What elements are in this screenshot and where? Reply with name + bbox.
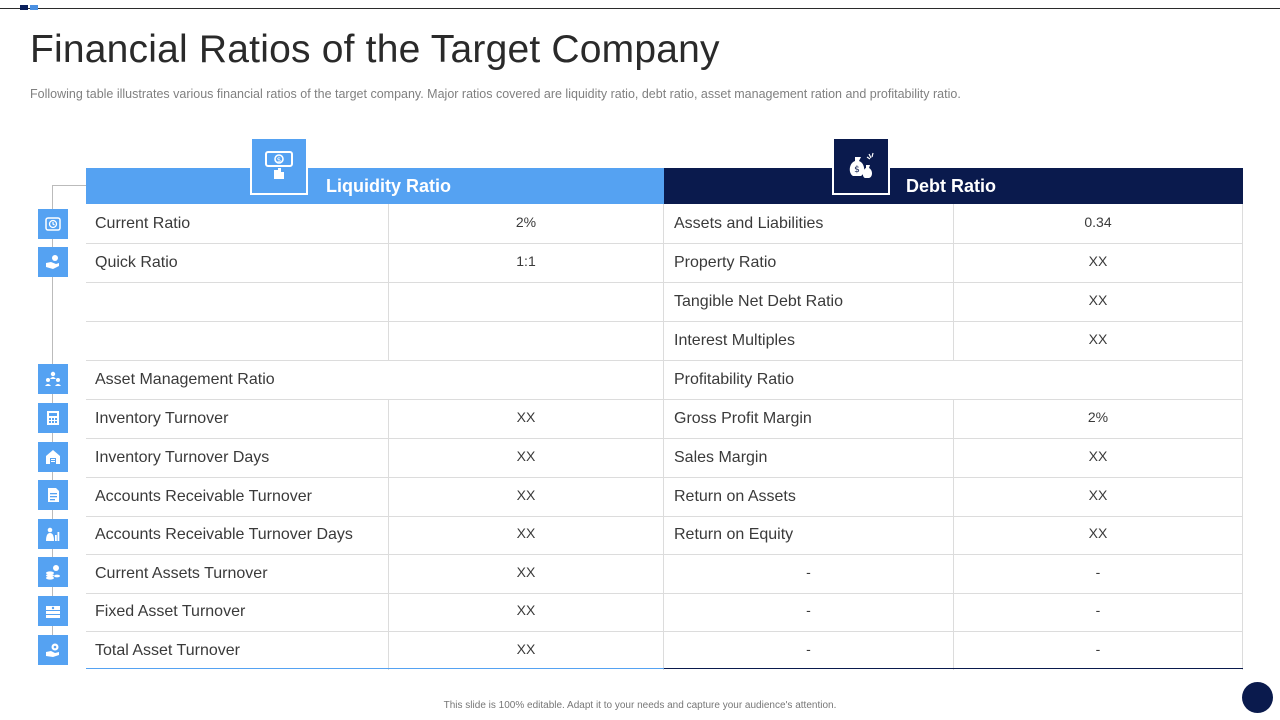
table-row: Inventory Turnover XX Gross Profit Margi… <box>86 399 1243 439</box>
ratio-value: 2% <box>389 204 664 243</box>
ratio-value: XX <box>389 554 664 593</box>
page-title: Financial Ratios of the Target Company <box>30 28 720 71</box>
table-bottom-rule-right <box>664 668 1243 669</box>
team-icon <box>38 364 68 394</box>
ratio-value: 0.34 <box>954 204 1243 243</box>
ratio-value: XX <box>389 438 664 477</box>
top-rule <box>0 8 1280 9</box>
money-bags-icon: $ <box>832 137 890 195</box>
ratio-name: Quick Ratio <box>86 243 389 282</box>
liquidity-ratio-label: Liquidity Ratio <box>326 176 451 196</box>
section-heading-asset-management: Asset Management Ratio <box>86 360 664 399</box>
ratio-name: Current Ratio <box>86 204 389 243</box>
section-heading-profitability: Profitability Ratio <box>664 360 1243 399</box>
gear-hand-icon <box>38 635 68 665</box>
table-bottom-rule-left <box>86 668 664 669</box>
ratio-value <box>389 282 664 321</box>
accent-square-light <box>30 5 38 10</box>
debt-ratio-label: Debt Ratio <box>906 176 996 196</box>
hand-coin-icon <box>38 247 68 277</box>
ratio-value: XX <box>389 515 664 554</box>
table-row: Current Ratio 2% Assets and Liabilities … <box>86 204 1243 244</box>
debt-ratio-header: Debt Ratio <box>664 168 1243 204</box>
ratio-name: Assets and Liabilities <box>664 204 954 243</box>
table-row: Accounts Receivable Turnover XX Return o… <box>86 477 1243 517</box>
ratio-value: - <box>954 554 1243 593</box>
table-row: Quick Ratio 1:1 Property Ratio XX <box>86 243 1243 283</box>
ratio-value: XX <box>389 399 664 438</box>
money-hand-icon: $ <box>250 137 308 195</box>
ratio-name: Tangible Net Debt Ratio <box>664 282 954 321</box>
ratio-value: XX <box>389 631 664 670</box>
page-subtitle: Following table illustrates various fina… <box>30 87 961 101</box>
table-row: Tangible Net Debt Ratio XX <box>86 282 1243 322</box>
corner-circle <box>1242 682 1273 713</box>
ratio-name: Interest Multiples <box>664 321 954 360</box>
ratio-name: Fixed Asset Turnover <box>86 592 389 631</box>
document-icon <box>38 480 68 510</box>
ratio-value: 1:1 <box>389 243 664 282</box>
ratio-name: - <box>664 631 954 670</box>
table-row: Inventory Turnover Days XX Sales Margin … <box>86 438 1243 478</box>
person-chart-icon <box>38 519 68 549</box>
ratio-name: Inventory Turnover Days <box>86 438 389 477</box>
ratio-value: XX <box>954 438 1243 477</box>
ratio-value: XX <box>954 282 1243 321</box>
ratio-value: XX <box>954 515 1243 554</box>
table-row: Fixed Asset Turnover XX - - <box>86 592 1243 632</box>
ratio-value: - <box>954 592 1243 631</box>
ratio-name: - <box>664 554 954 593</box>
ratio-name: Current Assets Turnover <box>86 554 389 593</box>
ratio-value: XX <box>954 321 1243 360</box>
ratio-value: XX <box>389 477 664 516</box>
ratio-name: Total Asset Turnover <box>86 631 389 670</box>
liquidity-ratio-header: Liquidity Ratio <box>86 168 664 204</box>
ratio-name: - <box>664 592 954 631</box>
ratio-name: Return on Assets <box>664 477 954 516</box>
table-row: Interest Multiples XX <box>86 321 1243 361</box>
ratio-value: XX <box>954 477 1243 516</box>
calculator-icon <box>38 403 68 433</box>
svg-text:$: $ <box>277 156 281 164</box>
table-row: Current Assets Turnover XX - - <box>86 554 1243 594</box>
timeline-connector <box>52 185 86 186</box>
ratio-name <box>86 282 389 321</box>
coins-icon <box>38 557 68 587</box>
ratio-name: Return on Equity <box>664 515 954 554</box>
ratio-value: XX <box>954 243 1243 282</box>
ratio-value: - <box>954 631 1243 670</box>
table-row: Total Asset Turnover XX - - <box>86 631 1243 670</box>
accent-square-dark <box>20 5 28 10</box>
cash-icon <box>38 596 68 626</box>
ratio-name: Accounts Receivable Turnover Days <box>86 515 389 554</box>
svg-text:$: $ <box>854 165 860 175</box>
clock-icon <box>38 209 68 239</box>
section-row: Asset Management Ratio Profitability Rat… <box>86 360 1243 400</box>
ratio-value <box>389 321 664 360</box>
warehouse-icon <box>38 442 68 472</box>
footer-note: This slide is 100% editable. Adapt it to… <box>443 700 837 711</box>
ratio-name: Sales Margin <box>664 438 954 477</box>
ratio-value: 2% <box>954 399 1243 438</box>
ratio-name <box>86 321 389 360</box>
ratio-name: Property Ratio <box>664 243 954 282</box>
ratio-value: XX <box>389 592 664 631</box>
ratio-name: Accounts Receivable Turnover <box>86 477 389 516</box>
ratio-name: Gross Profit Margin <box>664 399 954 438</box>
table-row: Accounts Receivable Turnover Days XX Ret… <box>86 515 1243 555</box>
ratio-name: Inventory Turnover <box>86 399 389 438</box>
